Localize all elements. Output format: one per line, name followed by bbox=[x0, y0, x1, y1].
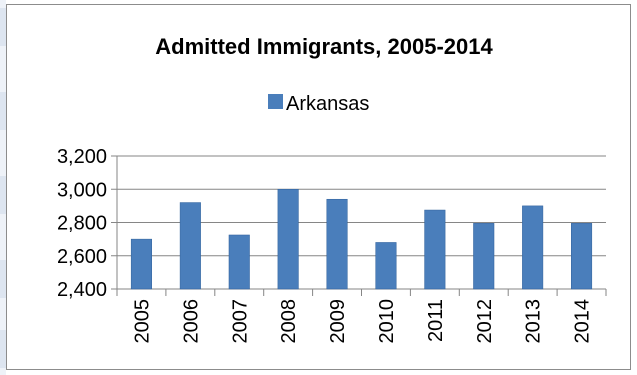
left-edge-segment bbox=[0, 330, 6, 368]
legend-swatch bbox=[268, 94, 283, 109]
y-tick-label: 3,000 bbox=[57, 179, 107, 201]
x-tick-label: 2011 bbox=[425, 299, 447, 342]
y-tick-label: 2,600 bbox=[57, 246, 107, 268]
x-tick-label: 2008 bbox=[278, 299, 300, 344]
x-tick-label: 2006 bbox=[180, 299, 202, 344]
x-tick-label: 2007 bbox=[229, 299, 251, 344]
bar-2007 bbox=[228, 234, 250, 290]
x-axis-ticks: 2005 2006 2007 2008 2009 2010 2011 2012 2013 2014 bbox=[131, 299, 593, 344]
x-tick-label: 2012 bbox=[474, 299, 496, 344]
bar-2012 bbox=[473, 223, 495, 290]
chart-title: Admitted Immigrants, 2005-2014 bbox=[155, 34, 493, 59]
y-axis-ticks: 2,400 2,600 2,800 3,000 3,200 bbox=[57, 146, 107, 301]
left-edge-segment bbox=[0, 176, 6, 214]
chart-frame bbox=[6, 4, 631, 370]
legend-label: Arkansas bbox=[286, 93, 369, 115]
bar-2005 bbox=[130, 238, 152, 290]
bar-2008 bbox=[277, 189, 299, 290]
y-tick-label: 3,200 bbox=[57, 146, 107, 168]
x-tick-label: 2010 bbox=[376, 299, 398, 344]
left-edge-segment bbox=[0, 8, 6, 46]
x-tick-label: 2005 bbox=[131, 299, 153, 344]
left-edge-strip bbox=[0, 0, 6, 375]
axes bbox=[116, 156, 607, 296]
legend: Arkansas bbox=[268, 93, 369, 115]
x-tick-label: 2014 bbox=[572, 299, 594, 344]
left-edge-segment bbox=[0, 260, 6, 298]
left-edge-segment bbox=[0, 92, 6, 130]
bar-2011 bbox=[424, 209, 446, 290]
bars bbox=[130, 189, 593, 290]
bar-2006 bbox=[179, 202, 201, 290]
bar-2014 bbox=[571, 223, 593, 290]
bar-2013 bbox=[522, 205, 544, 290]
y-tick-label: 2,800 bbox=[57, 213, 107, 235]
y-tick-label: 2,400 bbox=[57, 279, 107, 301]
x-tick-label: 2009 bbox=[327, 299, 349, 344]
bar-2010 bbox=[375, 242, 397, 290]
x-tick-label: 2013 bbox=[523, 299, 545, 344]
bar-2009 bbox=[326, 198, 348, 290]
